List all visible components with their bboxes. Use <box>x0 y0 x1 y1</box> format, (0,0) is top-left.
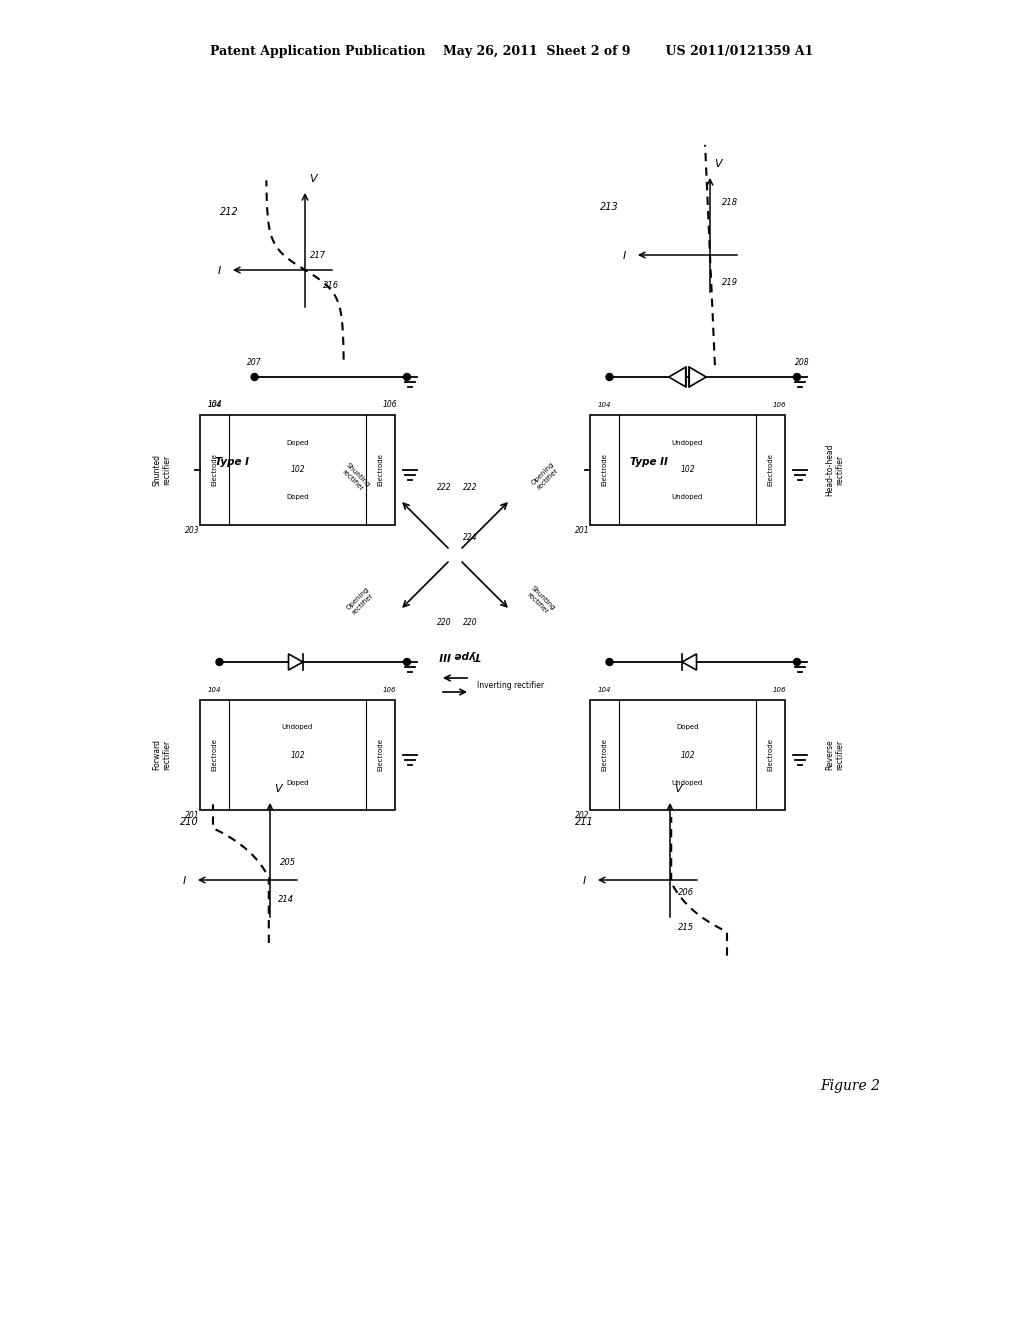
Text: 104: 104 <box>598 403 611 408</box>
Bar <box>200 414 395 525</box>
Text: Undoped: Undoped <box>672 780 703 785</box>
Text: 205: 205 <box>280 858 296 867</box>
Text: Doped: Doped <box>287 495 309 500</box>
Text: 211: 211 <box>575 817 594 828</box>
Text: 219: 219 <box>722 279 738 286</box>
Text: Doped: Doped <box>287 440 309 446</box>
Circle shape <box>606 374 613 380</box>
Text: 106: 106 <box>773 403 786 408</box>
Text: 214: 214 <box>278 895 294 904</box>
Text: 102: 102 <box>290 751 305 759</box>
Text: 104: 104 <box>208 403 221 408</box>
Text: 104: 104 <box>598 686 611 693</box>
Text: 212: 212 <box>220 207 239 216</box>
Text: 215: 215 <box>678 923 694 932</box>
Text: Undoped: Undoped <box>672 495 703 500</box>
Text: Head-to-head
rectifier: Head-to-head rectifier <box>825 444 845 496</box>
Circle shape <box>403 374 411 380</box>
Polygon shape <box>669 367 686 387</box>
Text: 217: 217 <box>310 251 326 260</box>
Text: 220: 220 <box>463 618 477 627</box>
Bar <box>590 700 785 810</box>
Text: Electrode: Electrode <box>602 739 607 771</box>
Text: $I$: $I$ <box>217 264 222 276</box>
Text: 102: 102 <box>680 751 695 759</box>
Text: 213: 213 <box>600 202 618 213</box>
Bar <box>200 700 395 810</box>
Text: Electrode: Electrode <box>378 739 383 771</box>
Text: Opening
rectifier: Opening rectifier <box>345 586 375 616</box>
Text: Electrode: Electrode <box>378 454 383 487</box>
Text: Electrode: Electrode <box>212 454 218 487</box>
Text: 104: 104 <box>208 686 221 693</box>
Text: $I$: $I$ <box>622 249 627 261</box>
Text: 102: 102 <box>680 466 695 474</box>
Text: 201: 201 <box>575 525 590 535</box>
Text: Undoped: Undoped <box>282 725 313 730</box>
Text: Electrode: Electrode <box>212 739 218 771</box>
Text: Type II: Type II <box>630 457 668 467</box>
Bar <box>590 414 785 525</box>
Text: 207: 207 <box>247 358 261 367</box>
Circle shape <box>403 659 411 665</box>
Text: $V$: $V$ <box>674 781 684 795</box>
Text: Shunted
rectifier: Shunted rectifier <box>153 454 172 486</box>
Circle shape <box>216 659 223 665</box>
Text: 224: 224 <box>463 533 477 543</box>
Text: 203: 203 <box>185 525 200 535</box>
Polygon shape <box>689 367 707 387</box>
Text: 216: 216 <box>323 281 339 290</box>
Text: Undoped: Undoped <box>672 440 703 446</box>
Text: 222: 222 <box>463 483 477 492</box>
Text: 106: 106 <box>383 400 397 409</box>
Text: Forward
rectifier: Forward rectifier <box>153 739 172 771</box>
Text: 220: 220 <box>437 618 452 627</box>
Text: Opening
rectifier: Opening rectifier <box>530 461 560 491</box>
Text: Patent Application Publication    May 26, 2011  Sheet 2 of 9        US 2011/0121: Patent Application Publication May 26, 2… <box>210 45 814 58</box>
Text: Electrode: Electrode <box>767 739 773 771</box>
Text: Type III: Type III <box>439 649 481 660</box>
Polygon shape <box>289 653 303 671</box>
Text: Reverse
rectifier: Reverse rectifier <box>825 739 845 771</box>
Text: Doped: Doped <box>287 780 309 785</box>
Circle shape <box>794 374 801 380</box>
Text: 106: 106 <box>773 686 786 693</box>
Text: Type I: Type I <box>215 457 249 467</box>
Text: 102: 102 <box>290 466 305 474</box>
Text: $V$: $V$ <box>714 157 724 169</box>
Text: 222: 222 <box>437 483 452 492</box>
Text: $I$: $I$ <box>182 874 187 886</box>
Circle shape <box>606 659 613 665</box>
Text: Doped: Doped <box>676 725 698 730</box>
Text: Shunting
rectifier: Shunting rectifier <box>339 462 371 492</box>
Text: Electrode: Electrode <box>767 454 773 487</box>
Text: Figure 2: Figure 2 <box>820 1078 880 1093</box>
Circle shape <box>251 374 258 380</box>
Text: Inverting rectifier: Inverting rectifier <box>477 681 544 689</box>
Text: 104: 104 <box>208 400 222 409</box>
Text: Shunting
rectifier: Shunting rectifier <box>524 585 556 616</box>
Text: 201: 201 <box>185 810 200 820</box>
Text: $V$: $V$ <box>274 781 285 795</box>
Text: 218: 218 <box>722 198 738 207</box>
Text: 210: 210 <box>180 817 199 828</box>
Text: 206: 206 <box>678 888 694 898</box>
Text: $V$: $V$ <box>309 172 319 183</box>
Polygon shape <box>682 653 696 671</box>
Text: 208: 208 <box>795 358 810 367</box>
Circle shape <box>794 659 801 665</box>
Text: 202: 202 <box>575 810 590 820</box>
Text: $I$: $I$ <box>582 874 587 886</box>
Text: Electrode: Electrode <box>602 454 607 487</box>
Text: 106: 106 <box>383 686 396 693</box>
